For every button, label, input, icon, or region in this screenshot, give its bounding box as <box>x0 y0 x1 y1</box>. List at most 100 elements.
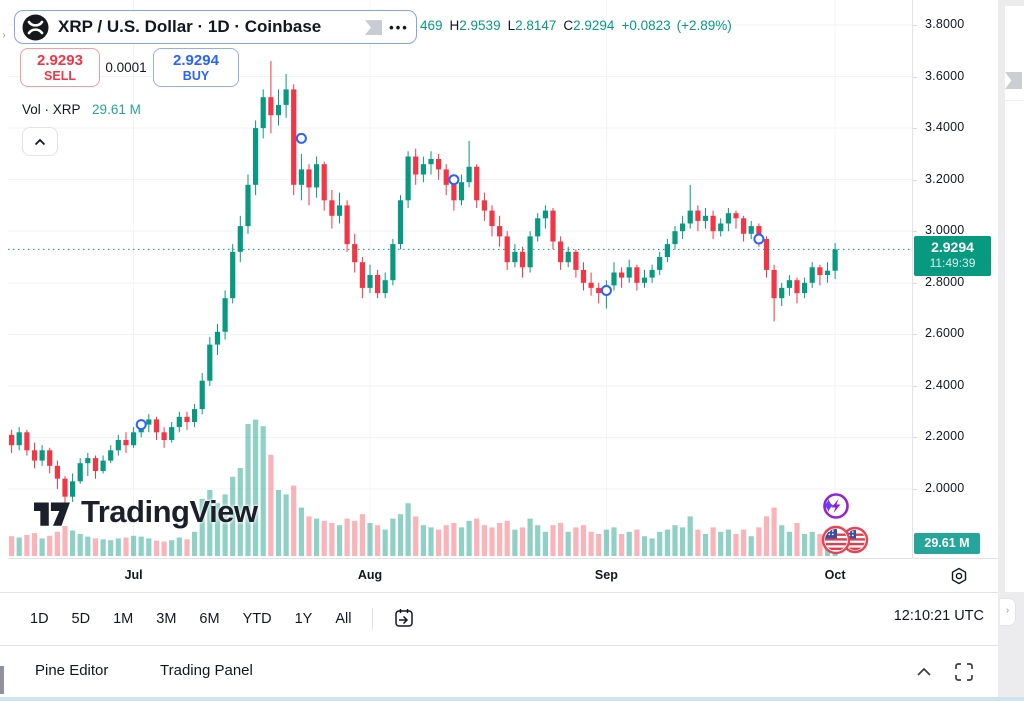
candle-body <box>420 164 426 175</box>
candle-body <box>382 280 388 294</box>
candle-body <box>31 450 38 461</box>
range-3m-button[interactable]: 3M <box>156 605 176 633</box>
volume-bar <box>192 531 198 556</box>
trade-marker[interactable] <box>135 419 147 431</box>
candle-body <box>657 257 663 270</box>
buy-label: BUY <box>182 69 210 83</box>
collapse-panel-chevron-up-icon[interactable] <box>912 660 936 684</box>
candle-body <box>344 205 350 245</box>
range-ytd-button[interactable]: YTD <box>243 605 272 633</box>
volume-bar <box>169 540 175 556</box>
ohlc-low-value: 2.8147 <box>515 18 557 33</box>
tab-trading-panel[interactable]: Trading Panel <box>160 662 253 679</box>
volume-bar <box>268 454 274 556</box>
candlestick-canvas[interactable] <box>8 0 912 558</box>
tab-pine-editor[interactable]: Pine Editor <box>35 662 109 679</box>
candle-body <box>565 251 571 263</box>
expand-panel-handle[interactable]: › <box>1000 598 1016 626</box>
range-1m-button[interactable]: 1M <box>113 605 133 633</box>
candle-body <box>802 282 808 294</box>
range-all-button[interactable]: All <box>335 605 351 633</box>
range-1y-button[interactable]: 1Y <box>295 605 313 633</box>
volume-bar <box>779 525 785 556</box>
candle-body <box>100 460 106 471</box>
window-edge-notch <box>0 666 4 694</box>
candle-body <box>405 156 411 201</box>
price-scale[interactable]: 2.9294 11:49:39 29.61 M 3.8000 3.6000 3.40… <box>912 0 999 558</box>
volume-bar <box>146 538 152 556</box>
range-5d-button[interactable]: 5D <box>72 605 91 633</box>
ai-event-icon[interactable] <box>823 493 849 519</box>
flag-symbol-icon[interactable] <box>365 19 382 36</box>
range-6m-button[interactable]: 6M <box>199 605 219 633</box>
symbol-title[interactable]: XRP / U.S. Dollar · 1D · Coinbase <box>58 17 322 36</box>
trade-marker[interactable] <box>295 132 307 144</box>
candle-body <box>77 463 83 482</box>
scale-settings-gear-icon[interactable] <box>949 566 969 586</box>
volume-bar <box>596 534 602 556</box>
trade-marker[interactable] <box>600 285 612 296</box>
buy-button[interactable]: 2.9294 BUY <box>153 48 239 87</box>
candle-body <box>16 432 22 446</box>
volume-bar <box>314 518 320 556</box>
volume-bar <box>718 531 724 556</box>
pane-collapse-button[interactable] <box>22 127 58 156</box>
volume-bar <box>131 535 137 556</box>
candle-body <box>62 478 68 497</box>
symbol-legend[interactable]: XRP / U.S. Dollar · 1D · Coinbase ••• <box>14 10 417 44</box>
candle-body <box>725 213 731 224</box>
volume-indicator-legend[interactable]: Vol · XRP 29.61 M <box>22 102 141 117</box>
candle-body <box>809 267 815 283</box>
time-tick-label: Sep <box>594 568 618 582</box>
candle-body <box>176 416 182 428</box>
candle-body <box>573 251 579 270</box>
candle-body <box>321 164 327 201</box>
bar-countdown: 11:49:39 <box>929 256 976 271</box>
volume-bar <box>413 516 419 556</box>
price-tick-mark <box>913 437 917 439</box>
candle-body <box>390 244 396 281</box>
volume-bar <box>367 523 373 556</box>
candle-body <box>672 231 678 245</box>
calendar-goto-icon <box>395 609 414 627</box>
sell-button[interactable]: 2.9293 SELL <box>20 48 100 87</box>
candle-body <box>275 104 282 116</box>
price-chart[interactable]: TradingView <box>8 0 912 558</box>
volume-bar <box>786 531 792 556</box>
ohlc-close-value: 2.9294 <box>573 18 615 33</box>
range-1d-button[interactable]: 1D <box>30 605 49 633</box>
candle-body <box>352 244 358 263</box>
volume-bar <box>481 525 487 556</box>
panel-divider[interactable] <box>998 0 1005 645</box>
candle-body <box>214 331 221 345</box>
more-menu-icon[interactable]: ••• <box>389 19 409 35</box>
ohlc-high-label: H <box>449 18 460 33</box>
volume-bar <box>565 531 571 556</box>
flag-icon[interactable] <box>1005 72 1022 89</box>
chevron-right-icon[interactable]: › <box>2 30 6 41</box>
sell-price: 2.9293 <box>37 52 83 69</box>
volume-bar <box>611 527 617 556</box>
ohlc-close-label: C <box>563 18 574 33</box>
candle-body <box>611 272 617 286</box>
trade-marker[interactable] <box>753 233 765 245</box>
trade-marker[interactable] <box>448 174 460 186</box>
utc-clock[interactable]: 12:10:21 UTC <box>893 608 984 624</box>
us-economic-event-icon[interactable] <box>821 525 869 555</box>
volume-bar <box>535 525 541 556</box>
candle-body <box>474 166 480 201</box>
price-tick-mark <box>913 76 917 78</box>
time-scale[interactable]: Jul Aug Sep Oct <box>8 558 998 592</box>
go-to-date-button[interactable] <box>391 606 417 632</box>
candle-body <box>237 226 243 252</box>
volume-bar <box>550 525 556 556</box>
price-tick-label: 3.2000 <box>925 171 965 186</box>
candle-body <box>428 159 434 165</box>
candle-body <box>413 156 419 175</box>
candle-body <box>824 270 831 275</box>
last-price-label[interactable]: 2.9294 11:49:39 <box>914 236 991 277</box>
candle-body <box>184 416 190 422</box>
volume-bar <box>428 527 434 556</box>
fullscreen-icon[interactable] <box>952 660 976 684</box>
volume-bar <box>275 490 282 556</box>
